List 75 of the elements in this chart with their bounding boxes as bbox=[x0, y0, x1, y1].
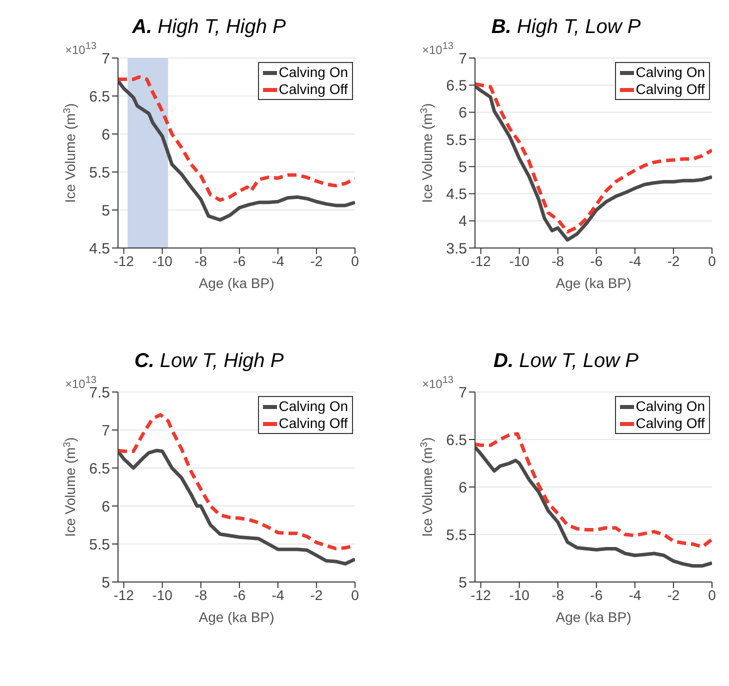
chart-title: C. Low T, High P bbox=[133, 350, 285, 373]
chart-title: D. Low T, Low P bbox=[492, 350, 640, 373]
x-tick-label: -8 bbox=[552, 252, 564, 269]
x-tick-label: -10 bbox=[152, 252, 173, 269]
y-tick-label: 4.5 bbox=[446, 186, 467, 204]
x-axis-title: Age (ka BP) bbox=[198, 275, 274, 291]
x-tick-label: -12 bbox=[470, 586, 492, 603]
x-axis-title: Age (ka BP) bbox=[556, 609, 632, 625]
x-tick-label: -10 bbox=[509, 586, 530, 603]
x-tick-label: -12 bbox=[470, 252, 492, 269]
y-tick-label: 7 bbox=[458, 50, 467, 68]
x-tick-label: -2 bbox=[310, 586, 323, 603]
y-tick-label: 5.5 bbox=[446, 526, 467, 544]
x-tick-label: 0 bbox=[708, 586, 716, 603]
y-tick-label: 5 bbox=[458, 158, 467, 176]
line-series bbox=[118, 448, 355, 566]
x-tick-label: -10 bbox=[152, 586, 173, 603]
y-tick-label: 6.5 bbox=[446, 77, 467, 94]
y-tick-label: 6.5 bbox=[89, 88, 110, 106]
y-tick-label: 7 bbox=[102, 422, 110, 440]
y-tick-label: 5 bbox=[102, 202, 110, 220]
y-tick-label: 5.5 bbox=[89, 536, 110, 554]
x-tick-label: -2 bbox=[667, 586, 680, 603]
y-tick-label: 6 bbox=[458, 104, 467, 122]
legend-label: Calving On bbox=[278, 398, 348, 415]
x-tick-label: -4 bbox=[628, 586, 642, 603]
y-tick-label: 5.5 bbox=[89, 164, 110, 182]
y-tick-label: 6.5 bbox=[89, 460, 110, 478]
x-tick-label: -2 bbox=[310, 252, 323, 269]
x-tick-label: -12 bbox=[114, 252, 134, 269]
legend-label: Calving On bbox=[278, 64, 348, 81]
chart-title: A. High T, High P bbox=[130, 16, 287, 39]
line-series bbox=[475, 445, 712, 568]
y-tick-label: 5 bbox=[458, 574, 467, 592]
text: ×10$^{13}$ bbox=[65, 41, 96, 57]
text: ×10$^{13}$ bbox=[422, 375, 454, 391]
y-tick-label: 4 bbox=[458, 213, 467, 230]
y-tick-label: 7 bbox=[102, 50, 110, 68]
y-tick-label: 6.5 bbox=[446, 432, 467, 449]
x-axis-title: Age (ka BP) bbox=[198, 609, 274, 625]
legend-label: Calving On bbox=[636, 398, 705, 415]
x-tick-label: -4 bbox=[628, 252, 642, 269]
legend-label: Calving Off bbox=[636, 415, 705, 432]
x-tick-label: -12 bbox=[114, 586, 134, 603]
x-tick-label: -8 bbox=[194, 252, 208, 269]
x-tick-label: 0 bbox=[708, 252, 716, 269]
x-tick-label: -8 bbox=[194, 586, 208, 603]
chart-title: B. High T, Low P bbox=[490, 16, 642, 39]
line-series bbox=[475, 432, 712, 549]
y-tick-label: 6 bbox=[458, 479, 467, 496]
x-tick-label: -8 bbox=[552, 586, 564, 603]
x-tick-label: -6 bbox=[233, 252, 246, 269]
x-tick-label: -6 bbox=[590, 586, 603, 603]
y-tick-label: 6 bbox=[102, 126, 110, 144]
x-tick-label: -4 bbox=[272, 586, 284, 603]
text: ×10$^{13}$ bbox=[422, 41, 454, 57]
x-tick-label: -6 bbox=[590, 252, 603, 269]
y-tick-label: 5.5 bbox=[446, 132, 467, 149]
legend-label: Calving Off bbox=[278, 415, 348, 432]
y-tick-label: 4.5 bbox=[89, 240, 110, 258]
x-tick-label: 0 bbox=[351, 586, 360, 603]
x-axis-title: Age (ka BP) bbox=[556, 275, 632, 291]
x-tick-label: 0 bbox=[351, 252, 360, 269]
line-series bbox=[118, 79, 355, 222]
legend-label: Calving Off bbox=[278, 81, 348, 98]
y-tick-label: 5 bbox=[102, 574, 110, 592]
x-tick-label: -4 bbox=[272, 252, 284, 269]
x-tick-label: -10 bbox=[509, 252, 530, 269]
legend-label: Calving Off bbox=[636, 81, 705, 98]
x-tick-label: -2 bbox=[667, 252, 680, 269]
y-tick-label: 6 bbox=[102, 498, 110, 516]
y-tick-label: 7 bbox=[458, 384, 467, 402]
x-tick-label: -6 bbox=[233, 586, 246, 603]
y-tick-label: 3.5 bbox=[446, 240, 467, 258]
legend-label: Calving On bbox=[636, 64, 705, 81]
